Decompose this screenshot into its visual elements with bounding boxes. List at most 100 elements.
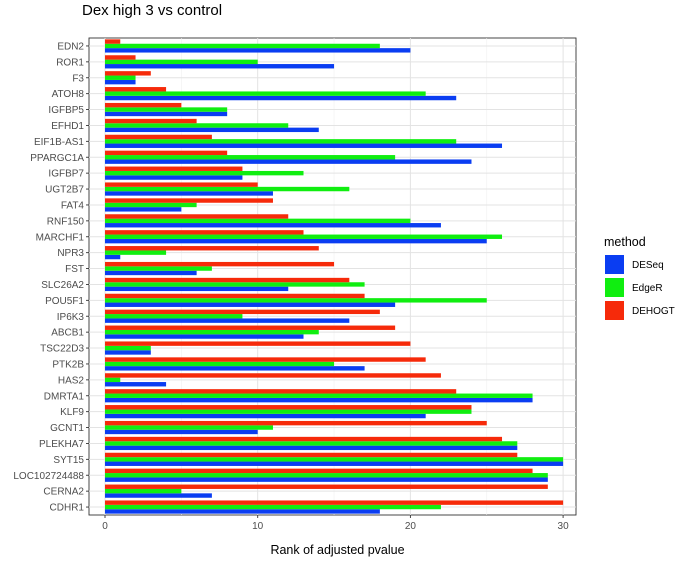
bar-edger-tsc22d3 <box>105 345 151 351</box>
x-tick-label: 20 <box>405 521 417 532</box>
bar-dehogt-fat4 <box>105 198 273 203</box>
bar-dehogt-loc102724488 <box>105 468 533 474</box>
y-tick-label: EFHD1 <box>51 121 84 132</box>
bar-dehogt-eif1b-as1 <box>105 134 212 140</box>
bar-edger-ptk2b <box>105 361 335 367</box>
plot-area: EDN2 ROR1 F3 ATOH8 IGFBP5 EFHD1 EIF1B-AS1 PPARG… <box>13 37 577 532</box>
panel-border <box>88 37 577 516</box>
y-tick-label: CERNA2 <box>43 487 84 498</box>
bar-deseq-fst <box>105 270 197 276</box>
bar-edger-fat4 <box>105 202 197 208</box>
bar-deseq-pou5f1 <box>105 302 396 307</box>
legend-label-dehogt: DEHOGT <box>632 306 675 317</box>
bar-edger-edn2 <box>105 43 380 49</box>
bar-edger-has2 <box>105 377 121 383</box>
y-tick-label: POU5F1 <box>45 296 84 307</box>
bar-edger-cerna2 <box>105 488 182 494</box>
chart-title: Dex high 3 vs control <box>82 2 222 19</box>
legend: method DESeq EdgeR DEHOGT <box>604 235 675 320</box>
bar-edger-ppargc1a <box>105 155 396 160</box>
legend-key-dehogt <box>605 301 624 320</box>
bar-dehogt-ugt2b7 <box>105 182 258 187</box>
bar-edger-atoh8 <box>105 91 426 96</box>
bar-deseq-gcnt1 <box>105 429 258 435</box>
bar-edger-ror1 <box>105 59 258 65</box>
legend-key-edger <box>605 278 624 297</box>
y-tick-label: KLF9 <box>60 407 84 418</box>
bar-edger-syt15 <box>105 457 564 462</box>
y-tick-label: DMRTA1 <box>44 391 85 402</box>
bar-dehogt-klf9 <box>105 405 472 410</box>
y-tick-label: ABCB1 <box>51 328 84 339</box>
y-tick-label: IGFBP5 <box>48 105 84 116</box>
bar-edger-rnf150 <box>105 218 411 224</box>
bar-deseq-ugt2b7 <box>105 191 273 196</box>
bar-dehogt-has2 <box>105 373 441 378</box>
bar-deseq-rnf150 <box>105 223 441 228</box>
bar-edger-ip6k3 <box>105 314 243 319</box>
y-tick-label: FAT4 <box>61 200 85 211</box>
bar-edger-fst <box>105 266 212 271</box>
bar-deseq-ptk2b <box>105 366 365 371</box>
x-tick-label: 30 <box>558 521 570 532</box>
bar-dehogt-tsc22d3 <box>105 341 411 346</box>
y-tick-label: PPARGC1A <box>30 153 84 164</box>
bar-dehogt-edn2 <box>105 39 121 44</box>
bar-edger-slc26a2 <box>105 282 365 287</box>
bar-edger-pou5f1 <box>105 298 487 303</box>
y-tick-label: IGFBP7 <box>48 169 84 180</box>
bar-deseq-tsc22d3 <box>105 350 151 355</box>
y-tick-label: SLC26A2 <box>41 280 84 291</box>
bar-dehogt-ror1 <box>105 55 136 60</box>
bar-edger-igfbp7 <box>105 170 304 176</box>
y-tick-label: NPR3 <box>57 248 84 259</box>
y-tick-label: PLEKHA7 <box>39 439 84 450</box>
bar-deseq-eif1b-as1 <box>105 143 503 148</box>
bar-dehogt-ip6k3 <box>105 309 380 315</box>
y-tick-label: IP6K3 <box>57 312 85 323</box>
y-tick-label: FST <box>65 264 84 275</box>
bar-deseq-cerna2 <box>105 493 212 498</box>
bar-deseq-efhd1 <box>105 127 319 133</box>
y-tick-label: ROR1 <box>56 57 84 68</box>
bar-deseq-slc26a2 <box>105 286 289 292</box>
y-tick-label: HAS2 <box>58 375 85 386</box>
bar-edger-npr3 <box>105 250 167 255</box>
bar-deseq-igfbp7 <box>105 175 243 180</box>
x-tick-label: 10 <box>252 521 264 532</box>
bar-deseq-klf9 <box>105 413 426 419</box>
bar-dehogt-efhd1 <box>105 118 197 124</box>
bar-deseq-ip6k3 <box>105 318 350 323</box>
bar-dehogt-fst <box>105 261 335 267</box>
y-tick-label: UGT2B7 <box>45 185 84 196</box>
bar-dehogt-rnf150 <box>105 214 289 219</box>
bar-deseq-npr3 <box>105 254 121 260</box>
bar-deseq-f3 <box>105 79 136 85</box>
bar-edger-gcnt1 <box>105 425 273 430</box>
legend-label-deseq: DESeq <box>632 260 664 271</box>
bar-edger-cdhr1 <box>105 504 441 510</box>
bar-dehogt-plekha7 <box>105 436 503 442</box>
legend-key-deseq <box>605 255 624 274</box>
y-tick-label: ATOH8 <box>52 89 85 100</box>
bar-deseq-ppargc1a <box>105 159 472 164</box>
bar-deseq-edn2 <box>105 48 411 53</box>
bar-deseq-atoh8 <box>105 95 457 101</box>
y-tick-label: GCNT1 <box>50 423 84 434</box>
x-tick-label: 0 <box>102 521 108 532</box>
bar-deseq-has2 <box>105 382 167 387</box>
bar-edger-f3 <box>105 75 136 80</box>
bar-edger-klf9 <box>105 409 472 414</box>
bar-dehogt-ppargc1a <box>105 150 228 156</box>
legend-title: method <box>604 235 646 249</box>
bar-deseq-plekha7 <box>105 445 518 451</box>
bar-edger-loc102724488 <box>105 473 548 478</box>
bar-deseq-ror1 <box>105 64 335 69</box>
y-tick-label: TSC22D3 <box>40 344 84 355</box>
bar-edger-dmrta1 <box>105 393 533 398</box>
y-tick-label: RNF150 <box>47 216 85 227</box>
bar-dehogt-abcb1 <box>105 325 396 330</box>
bar-deseq-fat4 <box>105 207 182 212</box>
bar-deseq-syt15 <box>105 461 564 466</box>
x-axis-title: Rank of adjusted pvalue <box>270 543 404 557</box>
